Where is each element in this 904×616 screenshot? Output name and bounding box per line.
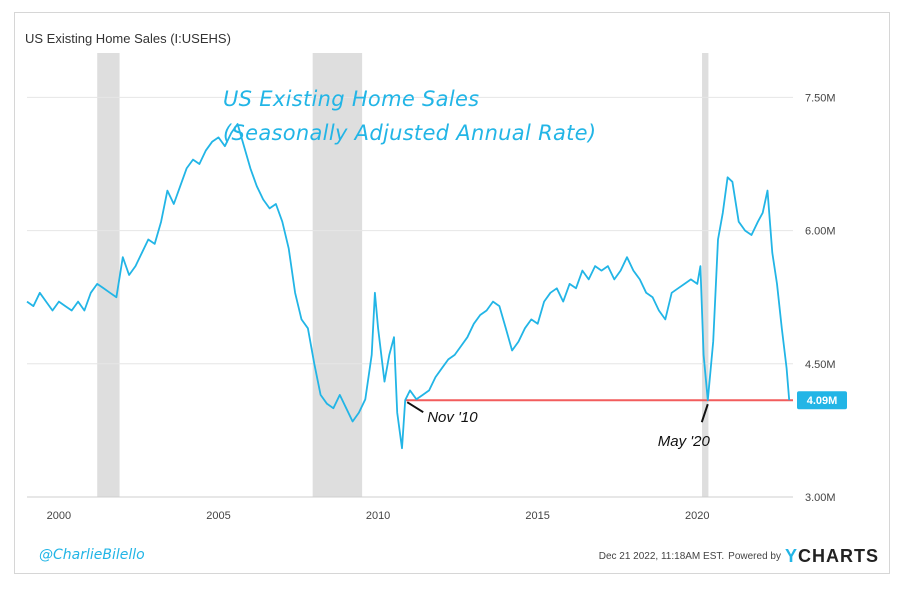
footer: Dec 21 2022, 11:18AM EST. Powered by YCH…: [599, 546, 879, 567]
y-tick-label: 3.00M: [805, 492, 836, 504]
chart-frame: US Existing Home Sales (I:USEHS) 3.00M 4.…: [14, 12, 890, 574]
recession-band-1: [97, 53, 120, 497]
callout-pointer: [700, 403, 709, 423]
y-tick-label: 7.50M: [805, 92, 836, 104]
callout-label: May '20: [658, 433, 711, 450]
annotation-subtitle: (Seasonally Adjusted Annual Rate): [223, 121, 597, 145]
last-value-badge: [797, 391, 847, 410]
y-tick-label: 6.00M: [805, 226, 836, 238]
callouts: Nov '10 May '20: [406, 401, 711, 450]
x-tick-label: 2000: [47, 510, 71, 522]
ycharts-logo-text: CHARTS: [798, 546, 879, 566]
x-tick-label: 2020: [685, 510, 709, 522]
callout-label: Nov '10: [427, 409, 478, 426]
axis-labels: 3.00M 4.50M 6.00M 7.50M 2000 2005 2010 2015 2020…: [27, 92, 847, 522]
powered-by-label: Powered by: [728, 551, 781, 562]
x-tick-label: 2015: [525, 510, 549, 522]
recession-band-3: [702, 53, 709, 497]
annotation-title: US Existing Home Sales: [223, 87, 480, 111]
recession-bands: [97, 53, 709, 497]
chart-title: US Existing Home Sales (I:USEHS): [25, 31, 231, 46]
ycharts-logo-y: Y: [784, 546, 798, 566]
last-value-label: 4.09M: [807, 395, 838, 407]
x-tick-label: 2010: [366, 510, 390, 522]
timestamp: Dec 21 2022, 11:18AM EST.: [598, 551, 725, 562]
y-tick-label: 4.50M: [805, 359, 836, 371]
x-tick-label: 2005: [206, 510, 230, 522]
recession-band-2: [312, 53, 363, 497]
series-group: [26, 123, 791, 450]
callout-pointer: [406, 401, 424, 414]
line-chart: 3.00M 4.50M 6.00M 7.50M 2000 2005 2010 2015 2020…: [26, 53, 847, 522]
series-line-1: [26, 123, 791, 450]
ycharts-logo[interactable]: YCHARTS: [785, 546, 879, 567]
author-handle: @CharlieBilello: [39, 547, 145, 563]
